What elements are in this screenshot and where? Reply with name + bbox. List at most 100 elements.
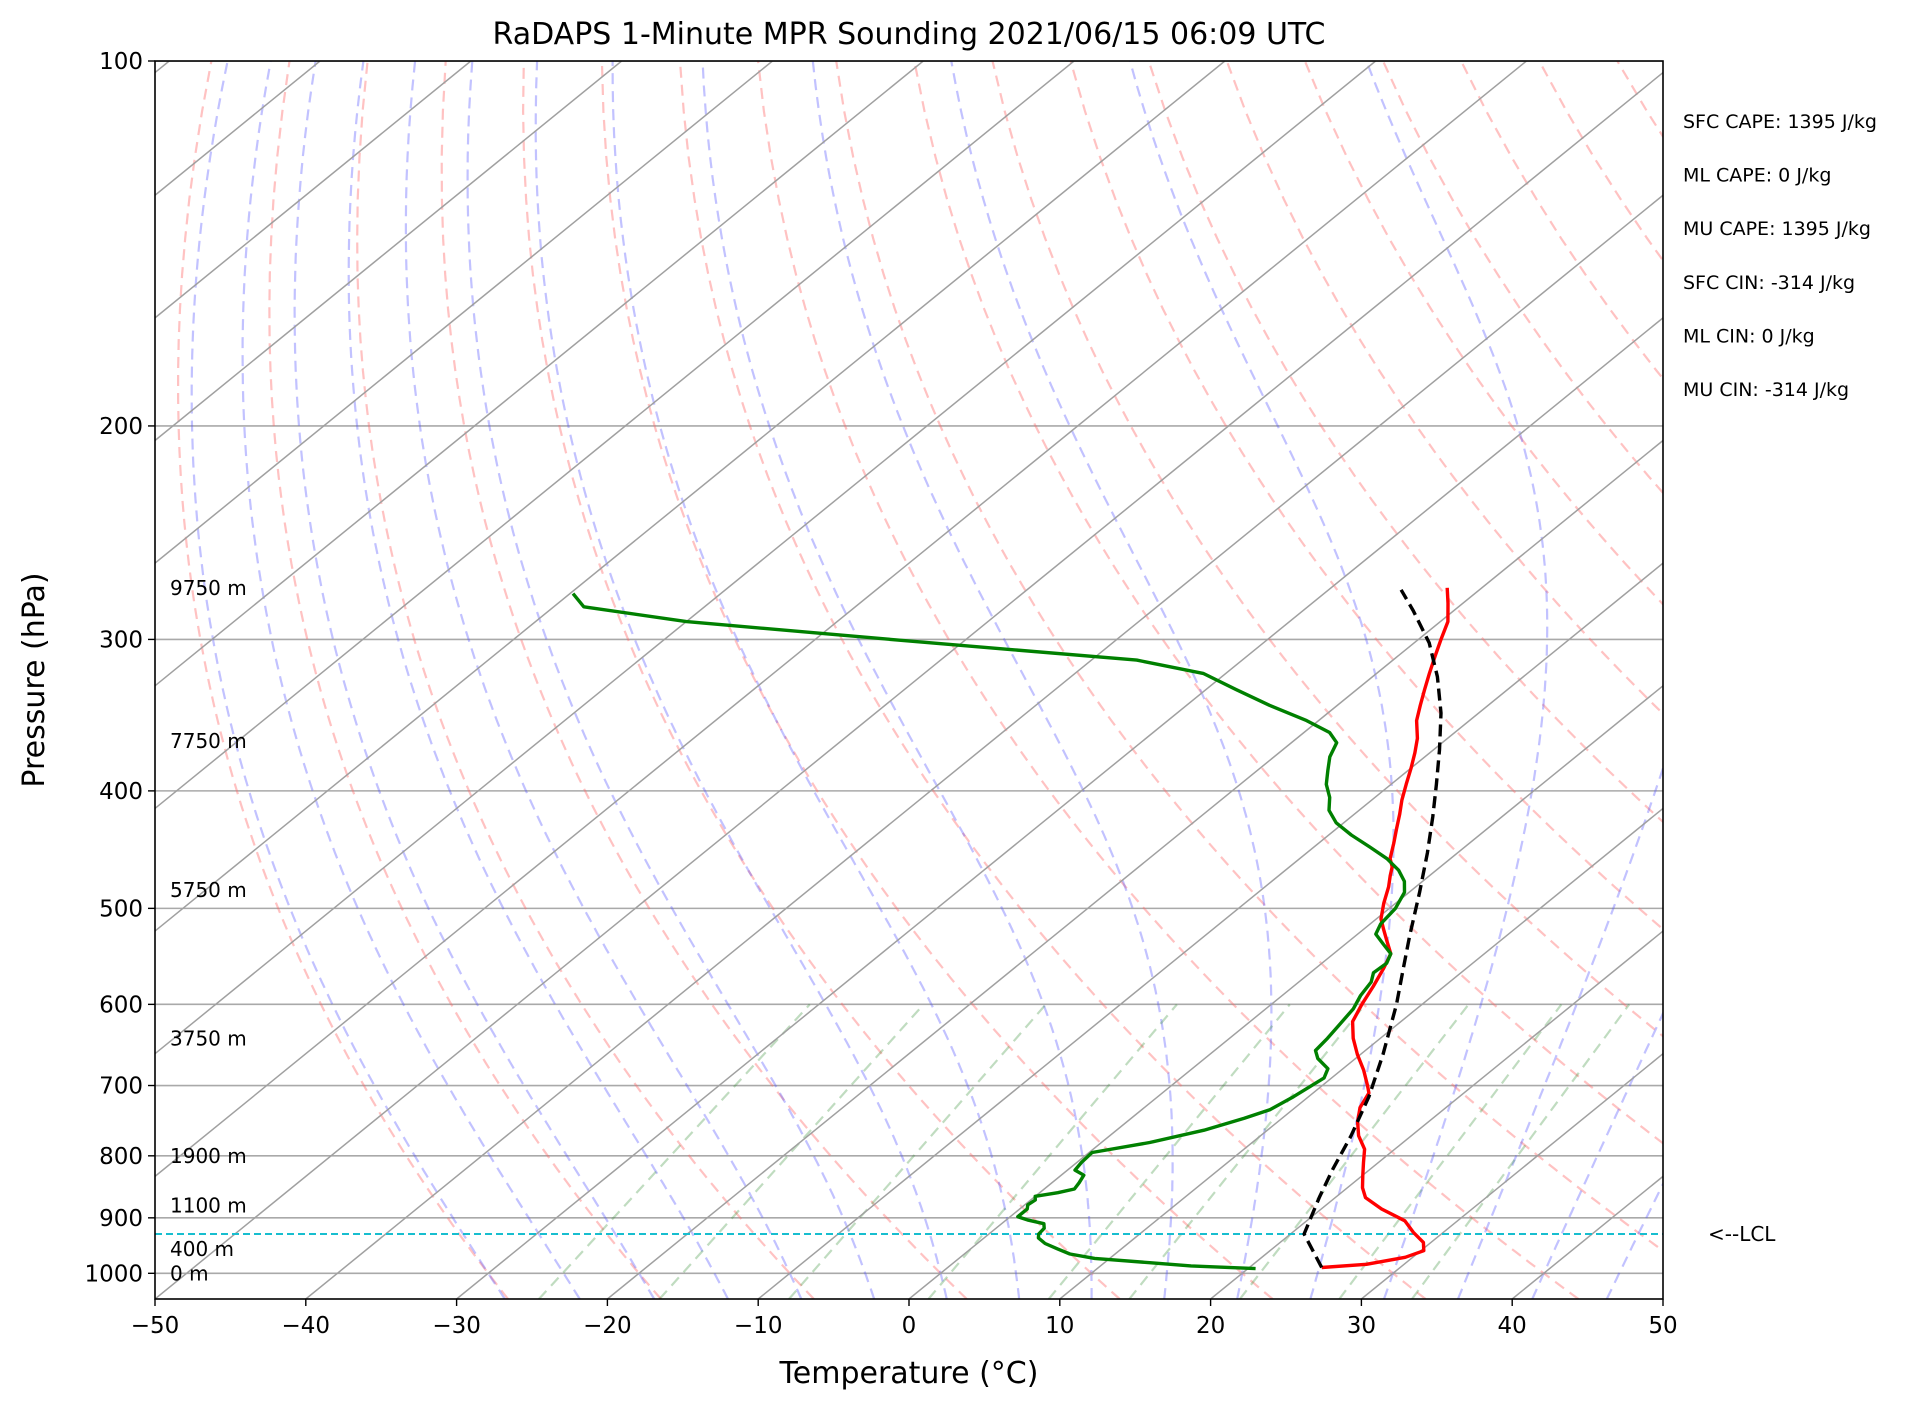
isotherm [155,61,1075,810]
height-label: 9750 m [170,576,247,600]
isotherm [155,61,1527,1178]
temperature-line [1321,587,1450,1270]
dry-adiabat [1538,61,1663,263]
y-axis-ticks: 100 200 300 400 500 600 700 800 900 1000 [84,49,155,1287]
dry-adiabat [1303,61,1663,606]
moist-adiabat [1128,61,1395,1299]
dry-adiabat [678,61,1427,1299]
y-tick-label: 1000 [84,1261,143,1287]
pressure-gridlines [155,61,1663,1275]
dry-adiabat [521,61,1121,1299]
stability-indices: SFC CAPE: 1395 J/kg ML CAPE: 0 J/kg MU CAP… [1683,111,1877,401]
dry-adiabat [913,61,1663,1145]
dry-adiabat [1147,61,1663,824]
y-tick-label: 200 [99,414,143,440]
isotherm [155,61,924,687]
isotherm [155,71,1663,1299]
height-label: 3750 m [170,1026,247,1050]
isotherm [1059,807,1663,1299]
moist-adiabat [404,61,803,1299]
isotherm [1210,930,1663,1299]
mixing-ratio-line [1239,1003,1470,1299]
mixing-ratio-line [788,1003,1047,1299]
x-tick-label: −40 [282,1313,331,1339]
lcl-label: <--LCL [1708,1222,1776,1246]
x-tick-label: −10 [734,1313,783,1339]
x-tick-label: 20 [1196,1313,1225,1339]
moist-adiabat [1456,764,1663,1299]
moist-adiabat [1531,1010,1663,1299]
x-axis-label: Temperature (°C) [779,1356,1039,1391]
isotherm [456,316,1663,1299]
dewpoint-line [571,592,1407,1271]
moist-adiabat [611,61,1021,1299]
y-tick-label: 100 [99,49,143,75]
mixing-ratio-line [1338,1003,1563,1299]
moist-adiabat [950,61,1273,1299]
y-tick-label: 800 [99,1144,143,1170]
dry-adiabat [1695,61,1925,1299]
stat-item: SFC CAPE: 1395 J/kg [1683,111,1877,133]
isotherm [1662,1298,1663,1299]
x-tick-label: −50 [131,1313,180,1339]
isotherm [606,439,1663,1299]
height-label: 1100 m [170,1193,247,1217]
moist-adiabat [811,61,1174,1299]
dry-adiabat [1382,61,1663,495]
x-tick-label: 0 [902,1313,917,1339]
moist-adiabat [190,61,506,1299]
sounding-profiles [571,587,1450,1271]
isotherm [155,61,1226,933]
moist-adiabat [1605,1181,1663,1299]
moist-adiabat [347,61,729,1299]
moist-adiabat [466,61,876,1299]
stat-item: MU CIN: -314 J/kg [1683,379,1849,401]
height-label: 1900 m [170,1144,247,1168]
y-tick-label: 400 [99,779,143,805]
mixing-ratio-line [1047,1003,1291,1299]
moist-adiabat [534,61,948,1299]
moist-adiabats [190,61,1663,1299]
isotherm [0,61,18,1299]
x-tick-label: 30 [1347,1313,1376,1339]
y-tick-label: 900 [99,1206,143,1232]
stat-item: SFC CIN: -314 J/kg [1683,272,1855,294]
x-tick-label: 40 [1498,1313,1527,1339]
mixing-ratio-line [927,1003,1178,1299]
y-tick-label: 600 [99,992,143,1018]
x-tick-label: −30 [432,1313,481,1339]
stat-item: ML CIN: 0 J/kg [1683,325,1815,347]
stat-item: MU CAPE: 1395 J/kg [1683,218,1871,240]
dry-adiabat [835,61,1663,1253]
mixing-ratio-line [1128,1003,1366,1299]
isotherm [155,61,773,565]
dry-adiabat [1852,61,1925,1299]
moist-adiabat [1365,61,1549,1299]
moist-adiabat [701,61,1093,1299]
dry-adiabat [356,61,815,1299]
dry-adiabat [440,61,968,1299]
height-label: 7750 m [170,729,247,753]
parcel-line [1302,588,1443,1269]
dry-adiabat [757,61,1580,1299]
dry-adiabat [991,61,1663,1038]
isotherm [155,61,1377,1055]
x-tick-label: 50 [1648,1313,1677,1339]
stat-item: ML CAPE: 0 J/kg [1683,165,1831,187]
height-label: 5750 m [170,878,247,902]
dry-adiabat [1225,61,1663,716]
x-tick-label: −20 [583,1313,632,1339]
isotherm [1360,1052,1663,1299]
mixing-ratio-line [658,1003,925,1299]
x-tick-label: 10 [1045,1313,1074,1339]
mixing-ratio-line [538,1003,811,1299]
isotherm [1511,1175,1663,1299]
dry-adiabat [1774,61,1925,1299]
moist-adiabat [241,61,581,1299]
isotherm [908,684,1663,1299]
moist-adiabat [293,61,656,1299]
dry-adiabat [1460,61,1663,381]
isotherm [757,562,1663,1299]
